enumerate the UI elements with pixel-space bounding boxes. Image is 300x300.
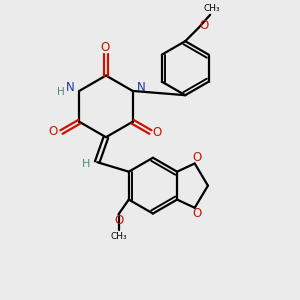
Text: O: O — [114, 214, 123, 227]
Text: CH₃: CH₃ — [110, 232, 127, 242]
Text: N: N — [66, 81, 75, 94]
Text: H: H — [57, 87, 65, 98]
Text: O: O — [49, 125, 58, 138]
Text: O: O — [199, 19, 208, 32]
Text: O: O — [192, 151, 202, 164]
Text: O: O — [152, 125, 161, 139]
Text: N: N — [136, 81, 145, 94]
Text: O: O — [192, 207, 202, 220]
Text: H: H — [82, 159, 90, 169]
Text: O: O — [101, 40, 110, 53]
Text: CH₃: CH₃ — [203, 4, 220, 13]
